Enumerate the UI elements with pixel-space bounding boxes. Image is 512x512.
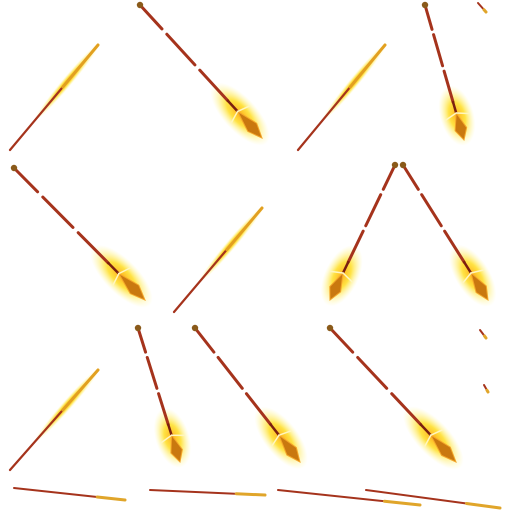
spear-shaft: [12, 166, 40, 194]
spear-small-frame-15: [483, 384, 490, 394]
spear-shaft: [216, 355, 244, 390]
spear-butt-ornament: [421, 1, 429, 9]
spear-streak-frame-1: [8, 41, 101, 152]
spear-small-frame-14: [479, 329, 488, 340]
spear-shaft: [136, 326, 148, 354]
spear-shaft: [364, 193, 383, 228]
spear-shaft: [328, 326, 355, 354]
spear-spark: [112, 272, 120, 286]
spear-spark: [271, 434, 280, 447]
spear-shaft: [145, 355, 159, 390]
spear-blade: [277, 433, 301, 463]
spear-shaft: [381, 163, 397, 191]
spear-small-blade: [485, 388, 490, 394]
spear-streak-blade: [61, 368, 100, 412]
spear-shaft: [166, 423, 173, 437]
spear-small-blade: [465, 502, 502, 510]
spear-blade: [470, 271, 489, 301]
spear-shaft: [443, 229, 466, 264]
spear-spark: [278, 430, 292, 436]
spear-butt-ornament: [136, 1, 144, 9]
spear-spark: [329, 270, 344, 274]
spear-streak-frame-10: [8, 366, 101, 472]
spear-shaft: [165, 32, 197, 67]
spear-frame-8: [320, 161, 399, 307]
spear-shaft: [356, 355, 389, 390]
spear-shaft: [269, 423, 281, 437]
spear-streak-blade: [225, 206, 264, 252]
spear-shaft: [390, 392, 423, 426]
spear-frame-4: [421, 1, 476, 146]
spear-shaft: [423, 3, 434, 31]
spear-butt-ornament: [326, 324, 334, 332]
spear-small-blade: [95, 495, 127, 502]
spear-spark: [118, 267, 131, 275]
spear-shaft: [41, 195, 75, 229]
spear-spark: [430, 429, 444, 436]
spear-shaft: [451, 100, 458, 115]
spear-small-frame-19: [365, 489, 502, 510]
spear-blade: [236, 110, 263, 139]
spear-shaft: [346, 229, 365, 264]
spear-spark: [445, 112, 457, 121]
spear-blade: [117, 272, 146, 301]
spear-streak-frame-7: [172, 204, 265, 314]
spear-blade: [329, 271, 344, 302]
spear-spark: [462, 272, 472, 284]
spear-shaft: [442, 69, 455, 104]
spear-frame-13: [326, 324, 464, 470]
spear-spark: [424, 434, 432, 448]
spear-frame-6: [10, 164, 153, 308]
spear-butt-ornament: [10, 164, 18, 172]
spear-blade: [429, 433, 457, 463]
spear-shaft: [157, 392, 170, 426]
spear-shaft: [432, 33, 445, 68]
spear-shaft: [419, 423, 433, 437]
spear-small-frame-18: [277, 489, 422, 507]
spear-shaft: [107, 261, 121, 275]
spear-spark: [455, 112, 470, 115]
spear-butt-ornament: [191, 324, 199, 332]
spear-shaft: [193, 326, 216, 354]
spear-frame-2: [136, 1, 270, 146]
spear-streak-blade: [348, 43, 387, 89]
spear-small-blade: [482, 8, 488, 14]
spear-butt-ornament: [391, 161, 399, 169]
spear-shaft: [226, 99, 239, 113]
spear-small-blade: [234, 492, 267, 497]
spear-small-frame-17: [149, 489, 267, 497]
spear-shaft: [420, 193, 443, 228]
spear-spark: [230, 110, 239, 124]
spear-small-frame-5: [477, 2, 488, 14]
spear-shaft: [341, 260, 350, 275]
spear-shaft: [462, 260, 473, 275]
spear-shaft: [401, 163, 420, 191]
spear-butt-ornament: [399, 161, 407, 169]
spear-streak-blade: [61, 43, 100, 89]
spear-shaft: [244, 392, 273, 426]
spear-spark: [236, 105, 250, 113]
spear-frame-12: [191, 324, 308, 470]
spear-frame-11: [134, 324, 192, 468]
spear-spark: [470, 269, 485, 274]
spear-shaft: [198, 68, 230, 103]
spear-frame-9: [399, 161, 497, 307]
spear-streak-frame-3: [296, 41, 388, 152]
spear-shaft: [76, 231, 110, 265]
spear-shaft: [138, 3, 164, 31]
spear-small-blade: [483, 334, 488, 340]
spear-blade: [454, 111, 468, 142]
spear-blade: [170, 433, 183, 464]
spear-spark: [342, 272, 353, 283]
spear-spark: [160, 434, 173, 444]
spear-small-frame-16: [13, 487, 127, 502]
spear-small-blade: [383, 499, 422, 507]
spear-butt-ornament: [134, 324, 142, 332]
